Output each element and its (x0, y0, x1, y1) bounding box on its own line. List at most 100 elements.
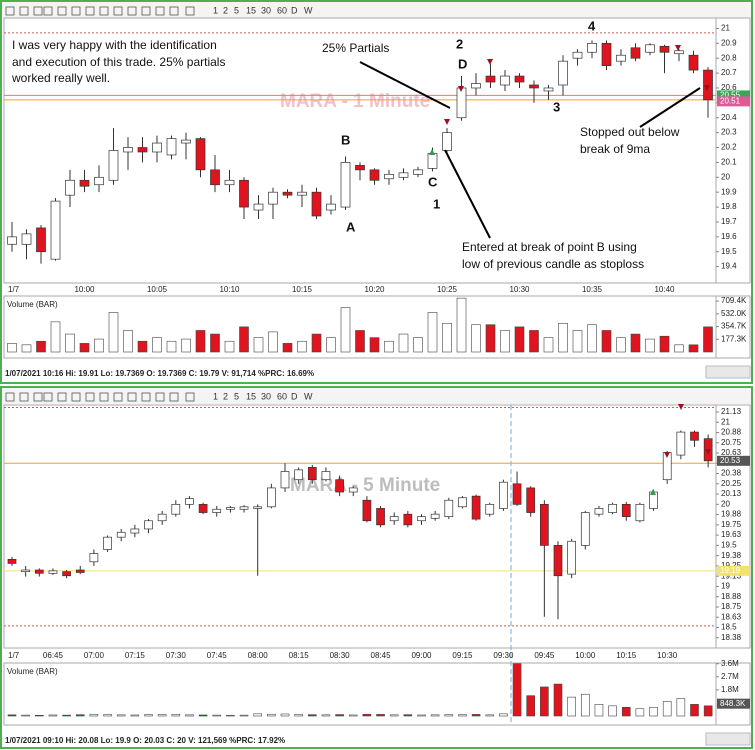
timeframe-button[interactable]: W (304, 391, 313, 401)
candle-body (123, 147, 133, 153)
candle-body (144, 520, 153, 530)
volume-title: Volume (BAR) (7, 300, 58, 309)
volume-bar (171, 714, 181, 717)
candle-body (676, 431, 686, 456)
x-tick-label: 09:45 (534, 651, 555, 660)
timeframe-button[interactable]: 60 (277, 391, 287, 401)
x-tick-label: 09:30 (493, 651, 514, 660)
price-tag-label: 20.53 (720, 456, 741, 465)
candle-body (130, 528, 140, 534)
volume-bar (442, 322, 452, 353)
timeframe-button[interactable]: 60 (277, 5, 287, 15)
x-tick-label: 10:00 (74, 285, 95, 294)
candle-body (430, 513, 440, 519)
timeframe-button[interactable]: 1 (213, 391, 218, 401)
annotation: I was very happy with the identification (12, 38, 217, 52)
scroll-box (705, 732, 751, 746)
y-tick-label: 20.25 (721, 479, 742, 488)
volume-bar (427, 312, 438, 353)
volume-bar (703, 705, 713, 717)
volume-bar (253, 713, 262, 717)
volume-bar (212, 714, 222, 717)
annotation: A (346, 219, 356, 234)
y-tick-label: 20.8 (721, 53, 737, 62)
signal-marker (650, 489, 656, 495)
y-tick-label: 20 (721, 172, 730, 181)
volume-bar (413, 337, 423, 353)
timeframe-button[interactable]: 15 (246, 391, 256, 401)
scroll-box (705, 365, 751, 379)
price-tag (717, 455, 750, 466)
volume-bar (587, 324, 597, 353)
volume-bar (7, 714, 17, 717)
signal-marker (429, 149, 435, 155)
volume-bar (601, 330, 612, 353)
candle-body (355, 165, 365, 171)
signal-marker (458, 86, 464, 92)
candle-body (444, 499, 454, 517)
candle-body (21, 569, 30, 573)
timeframe-button[interactable]: 2 (223, 5, 228, 15)
candle-body (36, 227, 46, 253)
toolbar-icon (141, 6, 151, 16)
volume-bar (500, 330, 510, 353)
timeframe-button[interactable]: 15 (246, 5, 256, 15)
volume-bar (185, 714, 194, 717)
timeframe-button[interactable]: 5 (234, 391, 239, 401)
candle-body (34, 569, 44, 574)
annotation: Entered at break of point B using (462, 240, 637, 254)
volume-bar (282, 343, 293, 353)
toolbar-icon (185, 6, 195, 16)
volume-bar (630, 333, 641, 353)
volume-bar (130, 714, 140, 717)
timeframe-button[interactable]: D (291, 391, 298, 401)
volume-bar (362, 713, 372, 717)
volume-bar (195, 330, 206, 353)
volume-bar (430, 714, 440, 717)
candle-body (543, 87, 554, 92)
candle-body (703, 69, 713, 101)
annotation: low of previous candle as stoploss (462, 257, 644, 271)
volume-bar (144, 714, 153, 717)
panel-frame (0, 386, 753, 749)
volume-bar (210, 333, 220, 353)
candle-body (89, 553, 99, 563)
timeframe-button[interactable]: 2 (223, 391, 228, 401)
timeframe-button[interactable]: 30 (261, 391, 271, 401)
volume-bar (403, 714, 413, 717)
volume-bar (321, 714, 331, 717)
timeframe-button[interactable]: W (304, 5, 313, 15)
toolbar-icon (127, 6, 137, 16)
x-tick-label: 08:15 (289, 651, 310, 660)
toolbar-icon (85, 392, 95, 402)
volume-bar (540, 686, 549, 717)
signal-marker (487, 59, 493, 65)
candle-body (166, 138, 177, 156)
timeframe-button[interactable]: 30 (261, 5, 271, 15)
toolbar-icon (5, 392, 15, 402)
toolbar-icon (19, 6, 29, 16)
volume-bar (89, 713, 99, 717)
timeframe-button[interactable]: 1 (213, 5, 218, 15)
candle-body (282, 191, 293, 196)
candle-body (572, 51, 583, 59)
toolbar-icon (169, 392, 179, 402)
volume-bar (50, 321, 61, 353)
candle-body (526, 487, 536, 513)
volume-bar (529, 330, 539, 353)
candle-body (280, 471, 290, 489)
volume-bar (688, 344, 699, 353)
signal-marker (678, 404, 684, 410)
timeframe-button[interactable]: D (291, 5, 298, 15)
date-tag: 1/7 (8, 651, 20, 660)
candle-body (417, 516, 426, 522)
volume-bar (649, 706, 658, 717)
candle-body (181, 139, 191, 144)
toolbar-icon (155, 392, 165, 402)
timeframe-button[interactable]: 5 (234, 5, 239, 15)
y-tick-label: 19.88 (721, 510, 742, 519)
volume-bar (645, 338, 655, 353)
volume-bar (703, 326, 713, 353)
toolbar-icon (57, 392, 67, 402)
watermark: MARA - 5 Minute (290, 475, 440, 496)
